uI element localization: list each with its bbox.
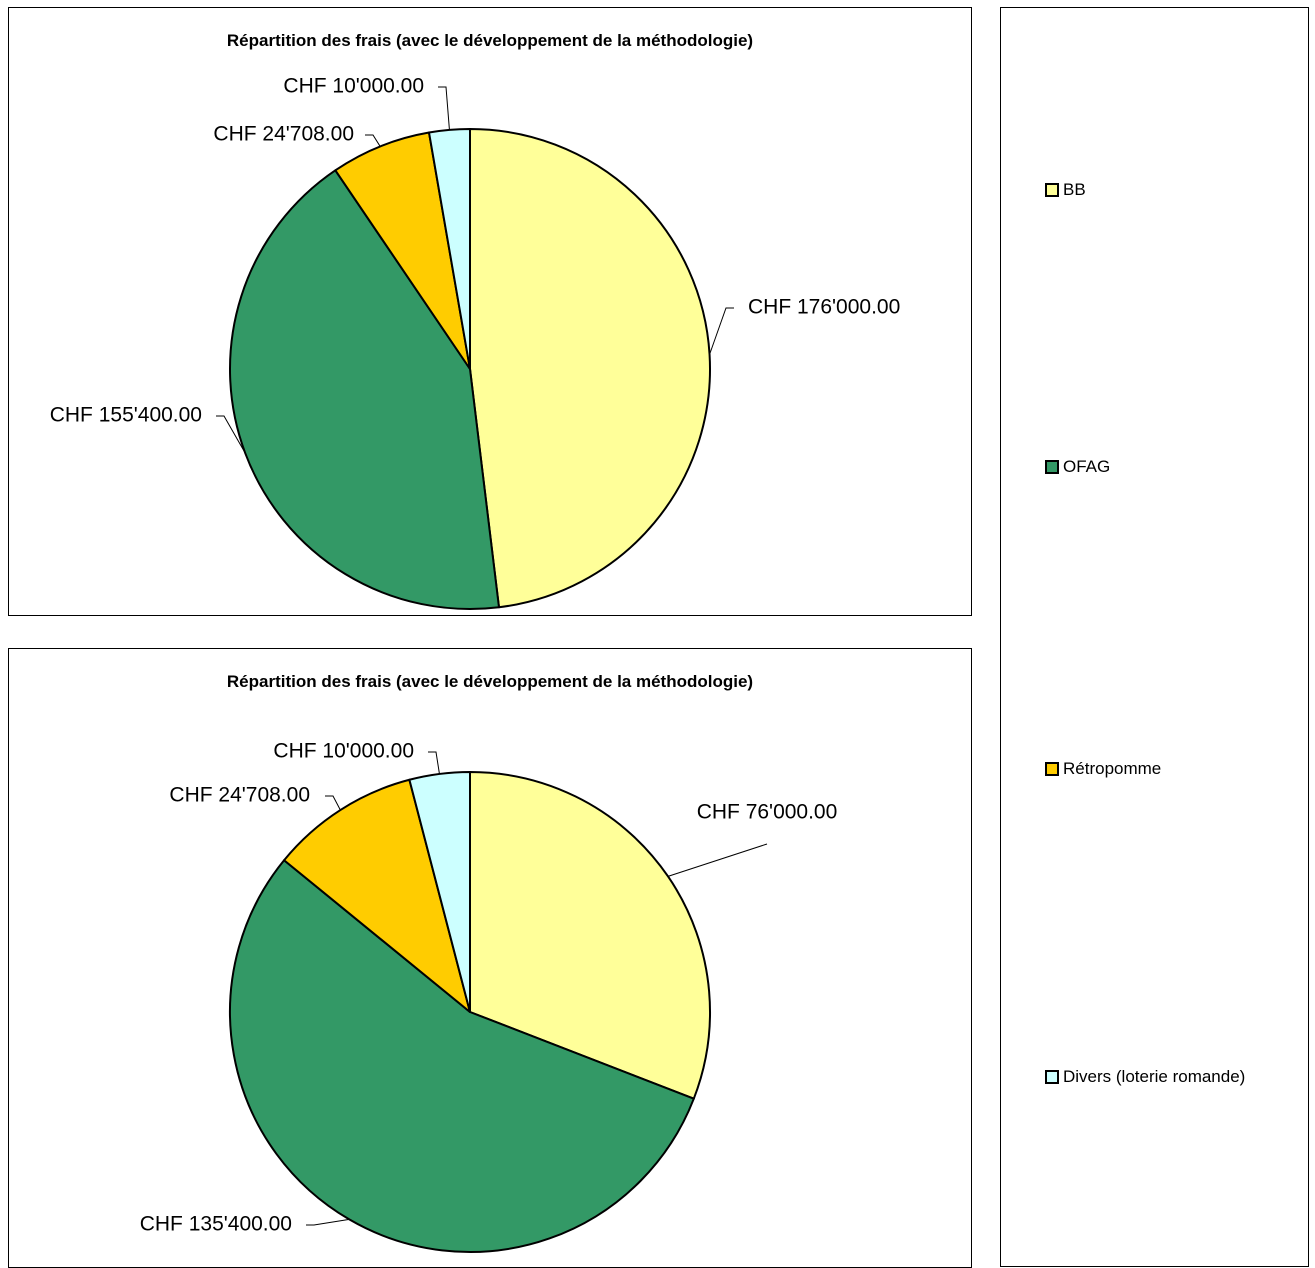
leader-line xyxy=(438,86,450,130)
pie-chart-2: CHF 76'000.00 CHF 135'400.00 CHF 24'708.00… xyxy=(140,740,838,1253)
data-label: CHF 155'400.00 xyxy=(50,404,202,427)
data-label: CHF 176'000.00 xyxy=(748,296,900,319)
legend-item-bb: BB xyxy=(1045,180,1086,200)
pie-slice-ofag xyxy=(229,859,695,1253)
legend-label: BB xyxy=(1063,180,1086,199)
legend-item-retropomme: Rétropomme xyxy=(1045,759,1161,779)
legend-swatch xyxy=(1045,183,1059,197)
chart-title: Répartition des frais (avec le développe… xyxy=(226,672,754,691)
legend-label: OFAG xyxy=(1063,457,1111,476)
data-label: CHF 10'000.00 xyxy=(273,740,414,763)
chart-panel-2: Répartition des frais (avec le développe… xyxy=(8,648,972,1268)
pie-slice-bb xyxy=(469,128,711,609)
pie-slice-ofag xyxy=(229,169,500,610)
legend-label: Rétropomme xyxy=(1063,759,1162,778)
chart-title: Répartition des frais (avec le développe… xyxy=(226,31,754,50)
pie-chart-1: CHF 176'000.00 CHF 155'400.00 CHF 24'708.0… xyxy=(50,75,900,610)
legend-item-divers: Divers (loterie romande) xyxy=(1045,1067,1245,1087)
legend-item-ofag: OFAG xyxy=(1045,457,1110,477)
data-label: CHF 135'400.00 xyxy=(140,1213,292,1236)
legend-swatch xyxy=(1045,460,1059,474)
legend-swatch xyxy=(1045,1070,1059,1084)
leader-line xyxy=(365,134,381,147)
legend-label: Divers (loterie romande) xyxy=(1063,1067,1246,1086)
leader-line xyxy=(709,307,734,355)
pie-slice-divers-loterie-romande- xyxy=(408,771,471,1013)
data-label: CHF 24'708.00 xyxy=(169,784,310,807)
data-label: CHF 24'708.00 xyxy=(213,123,354,146)
leader-line xyxy=(325,795,341,811)
pie-slice-divers-loterie-romande- xyxy=(428,128,471,370)
legend-swatch xyxy=(1045,762,1059,776)
data-label: CHF 76'000.00 xyxy=(697,801,838,824)
leader-line xyxy=(667,843,768,877)
pie-slice-bb xyxy=(469,771,711,1100)
leader-line xyxy=(428,751,440,775)
chart-legend: BB OFAG Rétropomme Divers (loterie roman… xyxy=(1000,7,1309,1267)
chart-panel-1: Répartition des frais (avec le développe… xyxy=(8,7,972,616)
leader-line xyxy=(306,1218,350,1226)
leader-line xyxy=(216,415,246,454)
data-label: CHF 10'000.00 xyxy=(283,75,424,98)
